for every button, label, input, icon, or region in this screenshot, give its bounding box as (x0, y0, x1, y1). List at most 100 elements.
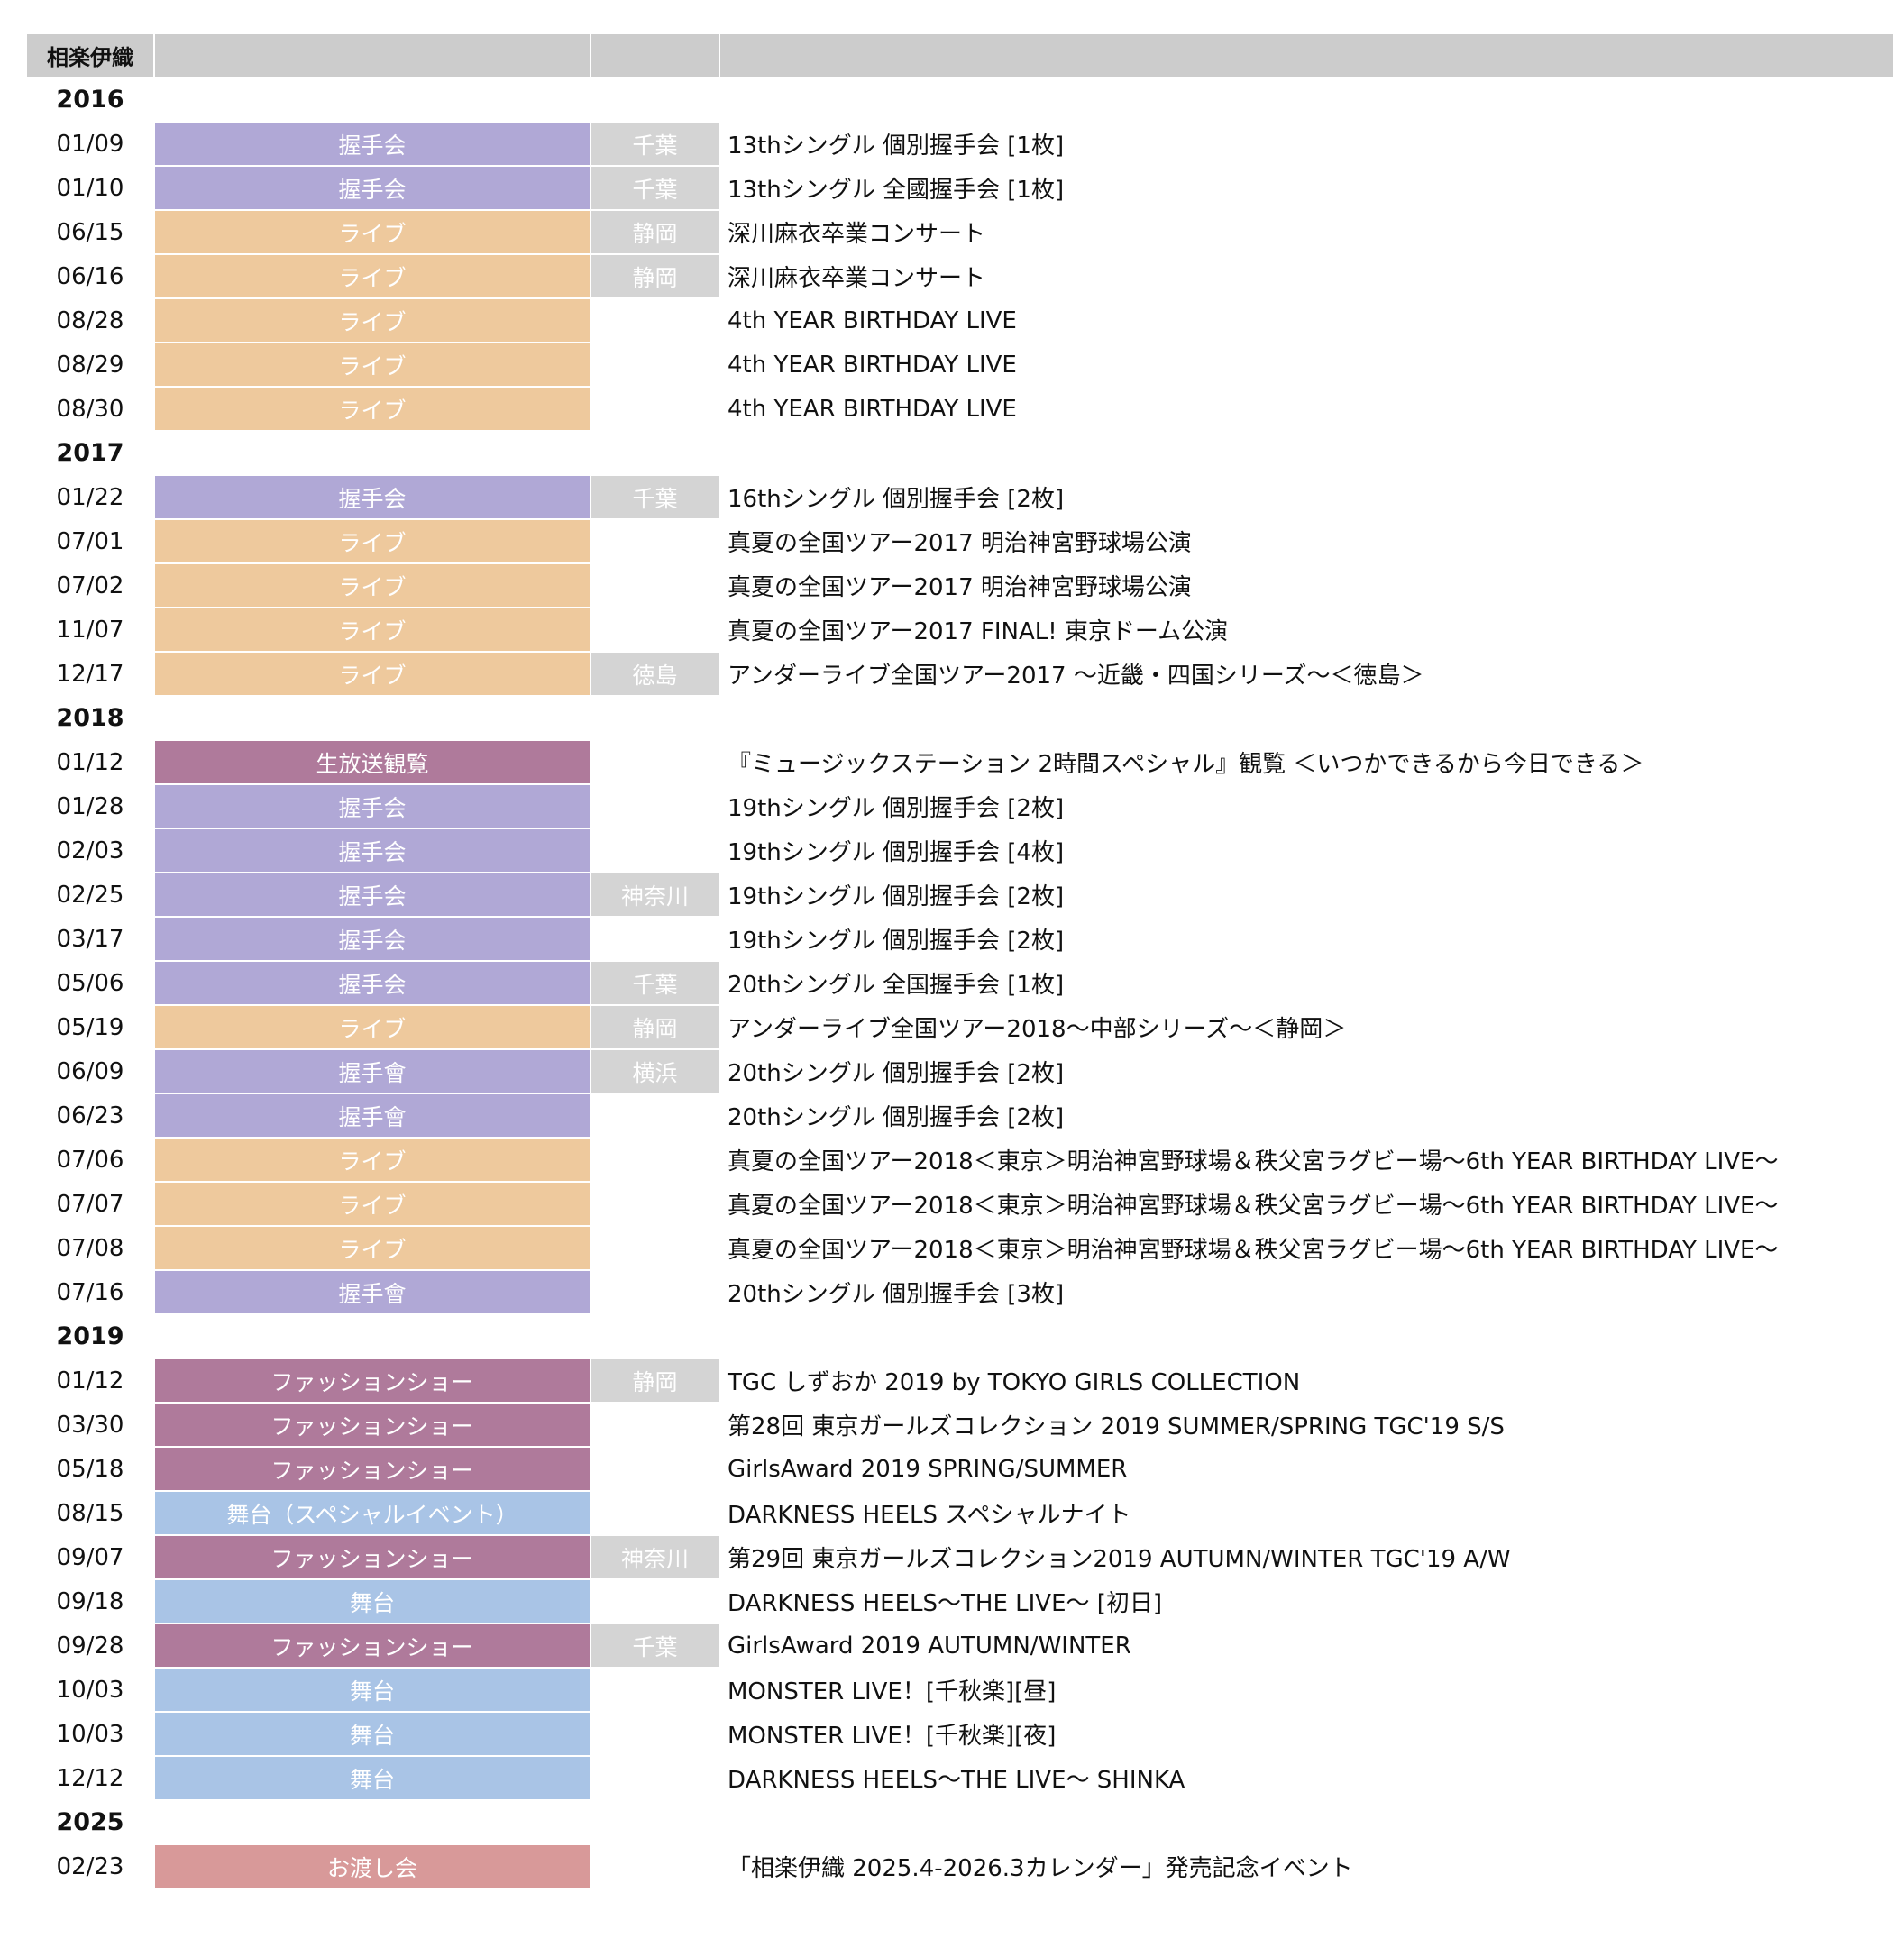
event-row: 09/07 ファッションショー 神奈川 第29回 東京ガールズコレクション2019 A… (27, 1536, 1893, 1578)
event-title: 『ミュージックステーション 2時間スペシャル』観覧 ＜いつかできるから今日できる… (728, 751, 1644, 778)
year-row-spacer (720, 432, 1893, 474)
event-location (591, 1713, 719, 1755)
event-location (591, 564, 719, 607)
year-row-spacer (591, 78, 719, 121)
event-location: 千葉 (591, 123, 719, 165)
event-title: 19thシングル 個別握手会 [2枚] (728, 928, 1065, 955)
event-type-badge: ライブ (155, 211, 590, 253)
event-location: 静岡 (591, 1359, 719, 1402)
year-row-spacer (720, 697, 1893, 739)
event-type-badge: ライブ (155, 653, 590, 695)
event-type-badge: 握手会 (155, 962, 590, 1004)
event-row: 07/07 ライブ 真夏の全国ツアー2018＜東京＞明治神宮野球場＆秩父宮ラグビー場… (27, 1183, 1893, 1225)
event-type-badge: 握手会 (155, 785, 590, 828)
year-row: 2025 (27, 1801, 1893, 1843)
event-row: 11/07 ライブ 真夏の全国ツアー2017 FINAL! 東京ドーム公演 (27, 608, 1893, 651)
year-row-spacer (591, 432, 719, 474)
event-row: 03/17 握手会 19thシングル 個別握手会 [2枚] (27, 918, 1893, 960)
event-location (591, 1448, 719, 1490)
event-title: 第29回 東京ガールズコレクション2019 AUTUMN/WINTER TGC'… (728, 1546, 1511, 1573)
event-location (591, 1183, 719, 1225)
event-row: 01/22 握手会 千葉 16thシングル 個別握手会 [2枚] (27, 476, 1893, 518)
event-location: 静岡 (591, 255, 719, 297)
event-location (591, 608, 719, 651)
year-label: 2016 (56, 86, 124, 114)
event-location (591, 1094, 719, 1137)
event-date: 02/03 (56, 837, 124, 864)
event-row: 07/16 握手會 20thシングル 個別握手会 [3枚] (27, 1271, 1893, 1313)
year-row-spacer (720, 78, 1893, 121)
event-row: 08/15 舞台（スペシャルイベント） DARKNESS HEELS スペシャルナイ… (27, 1492, 1893, 1534)
event-date: 01/09 (56, 130, 124, 158)
event-row: 06/09 握手會 横浜 20thシングル 個別握手会 [2枚] (27, 1050, 1893, 1093)
year-label: 2019 (56, 1322, 124, 1350)
year-row-spacer (720, 1801, 1893, 1843)
event-type-badge: ライブ (155, 1139, 590, 1181)
event-location (591, 829, 719, 872)
event-date: 08/15 (56, 1499, 124, 1527)
event-type-badge: 握手會 (155, 1050, 590, 1093)
year-row-spacer (720, 1315, 1893, 1358)
event-type-badge: ライブ (155, 299, 590, 342)
event-title: GirlsAward 2019 SPRING/SUMMER (728, 1455, 1128, 1483)
year-row-spacer (155, 697, 590, 739)
event-title: MONSTER LIVE！[千秋楽][夜] (728, 1723, 1057, 1750)
event-type-badge: 握手會 (155, 1094, 590, 1137)
event-row: 10/03 舞台 MONSTER LIVE！[千秋楽][夜] (27, 1713, 1893, 1755)
event-date: 03/17 (56, 925, 124, 953)
year-row-spacer (591, 1315, 719, 1358)
event-title: DARKNESS HEELS〜THE LIVE〜 [初日] (728, 1590, 1163, 1617)
year-label: 2018 (56, 704, 124, 732)
event-date: 02/25 (56, 881, 124, 909)
year-row-spacer (591, 1801, 719, 1843)
event-date: 05/06 (56, 969, 124, 997)
event-location (591, 1845, 719, 1888)
event-type-badge: 握手会 (155, 123, 590, 165)
event-row: 06/16 ライブ 静岡 深川麻衣卒業コンサート (27, 255, 1893, 297)
header-event-cell (720, 34, 1893, 77)
event-date: 01/10 (56, 174, 124, 202)
event-type-badge: 握手會 (155, 1271, 590, 1313)
event-title: 20thシングル 個別握手会 [3枚] (728, 1281, 1065, 1308)
event-location (591, 918, 719, 960)
event-location (591, 343, 719, 386)
event-date: 09/07 (56, 1543, 124, 1571)
event-location (591, 1492, 719, 1534)
event-date: 08/28 (56, 306, 124, 334)
event-date: 01/12 (56, 1367, 124, 1395)
event-type-badge: ライブ (155, 1183, 590, 1225)
event-location: 神奈川 (591, 873, 719, 916)
event-title: 真夏の全国ツアー2017 FINAL! 東京ドーム公演 (728, 618, 1229, 645)
year-label: 2017 (56, 439, 124, 467)
event-title: 真夏の全国ツアー2018＜東京＞明治神宮野球場＆秩父宮ラグビー場〜6th YEA… (728, 1193, 1779, 1220)
event-title: 20thシングル 個別握手会 [2枚] (728, 1060, 1065, 1087)
event-location: 徳島 (591, 653, 719, 695)
event-title: 真夏の全国ツアー2017 明治神宮野球場公演 (728, 574, 1192, 601)
event-title: 13thシングル 全國握手会 [1枚] (728, 177, 1065, 204)
event-row: 07/01 ライブ 真夏の全国ツアー2017 明治神宮野球場公演 (27, 520, 1893, 562)
event-date: 01/22 (56, 483, 124, 511)
event-row: 03/30 ファッションショー 第28回 東京ガールズコレクション 2019 SUM… (27, 1404, 1893, 1446)
event-title: 深川麻衣卒業コンサート (728, 265, 986, 292)
event-row: 05/06 握手会 千葉 20thシングル 全国握手会 [1枚] (27, 962, 1893, 1004)
event-row: 01/09 握手会 千葉 13thシングル 個別握手会 [1枚] (27, 123, 1893, 165)
event-title: 19thシングル 個別握手会 [2枚] (728, 795, 1065, 822)
event-title: 4th YEAR BIRTHDAY LIVE (728, 395, 1017, 423)
event-date: 10/03 (56, 1720, 124, 1748)
event-type-badge: ファッションショー (155, 1624, 590, 1667)
event-title: 4th YEAR BIRTHDAY LIVE (728, 351, 1017, 379)
event-row: 08/30 ライブ 4th YEAR BIRTHDAY LIVE (27, 388, 1893, 430)
event-date: 06/16 (56, 262, 124, 290)
year-row: 2017 (27, 432, 1893, 474)
event-location: 横浜 (591, 1050, 719, 1093)
event-type-badge: ライブ (155, 564, 590, 607)
event-title: MONSTER LIVE！[千秋楽][昼] (728, 1678, 1057, 1706)
year-row-spacer (155, 1315, 590, 1358)
event-type-badge: お渡し会 (155, 1845, 590, 1888)
event-location (591, 1757, 719, 1799)
event-type-badge: ファッションショー (155, 1448, 590, 1490)
event-location (591, 1271, 719, 1313)
event-title: 「相楽伊織 2025.4-2026.3カレンダー」発売記念イベント (728, 1855, 1353, 1882)
event-title: 20thシングル 全国握手会 [1枚] (728, 972, 1065, 999)
event-location: 静岡 (591, 1006, 719, 1048)
